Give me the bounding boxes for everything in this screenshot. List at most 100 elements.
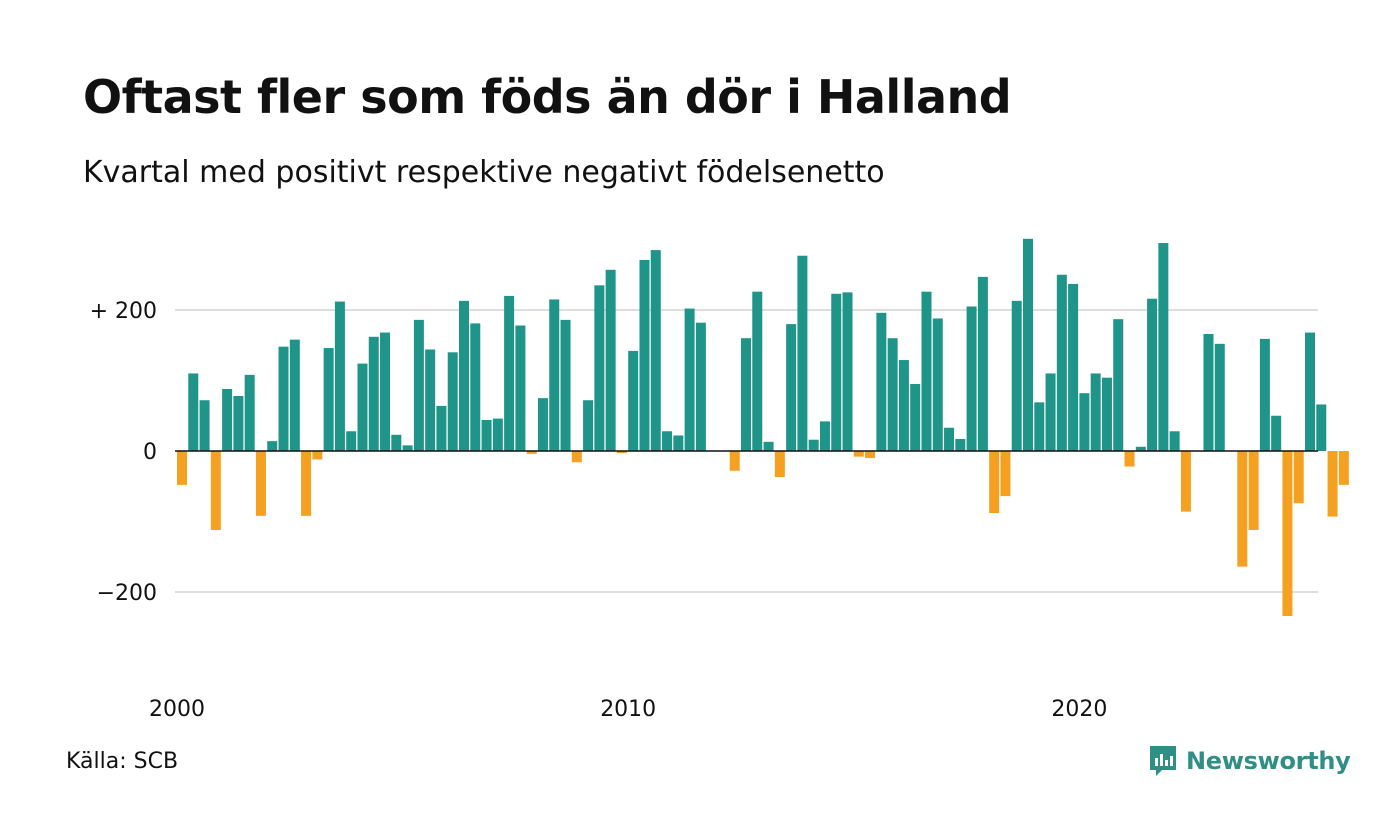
bar-negative bbox=[177, 451, 187, 485]
bar-positive bbox=[1147, 298, 1158, 451]
bar-negative bbox=[571, 451, 582, 463]
bar-positive bbox=[1011, 300, 1022, 451]
bar-positive bbox=[233, 396, 244, 451]
bar-positive bbox=[1158, 243, 1169, 451]
bar-negative bbox=[1000, 451, 1011, 497]
bar-positive bbox=[808, 439, 819, 451]
bar-negative bbox=[989, 451, 1000, 514]
bar-positive bbox=[413, 319, 424, 451]
bar-negative bbox=[1180, 451, 1191, 512]
bar-positive bbox=[504, 295, 515, 451]
bar-negative bbox=[526, 451, 537, 454]
bar-negative bbox=[865, 451, 876, 459]
bar-positive bbox=[481, 419, 492, 451]
bar-positive bbox=[1259, 338, 1270, 451]
bar-negative bbox=[1338, 451, 1349, 485]
bar-positive bbox=[267, 441, 278, 451]
bar-positive bbox=[695, 322, 706, 451]
bar-positive bbox=[786, 324, 797, 451]
y-tick-label: 0 bbox=[143, 440, 157, 465]
bar-positive bbox=[944, 427, 955, 451]
bar-positive bbox=[346, 431, 357, 451]
brand-name: Newsworthy bbox=[1186, 747, 1351, 775]
x-tick-label: 2020 bbox=[1051, 697, 1107, 722]
bar-positive bbox=[391, 434, 402, 451]
bar-positive bbox=[436, 405, 447, 451]
bar-positive bbox=[199, 400, 210, 451]
bar-positive bbox=[1090, 373, 1101, 451]
bar-positive bbox=[447, 352, 458, 451]
bar-positive bbox=[639, 259, 650, 451]
bar-positive bbox=[289, 339, 300, 451]
bar-positive bbox=[537, 398, 548, 452]
source-note: Källa: SCB bbox=[66, 749, 179, 774]
bar-positive bbox=[560, 319, 571, 451]
bar-negative bbox=[1293, 451, 1304, 504]
bar-positive bbox=[1316, 404, 1327, 451]
bar-positive bbox=[323, 348, 334, 451]
bar-negative bbox=[1327, 451, 1338, 517]
bar-positive bbox=[628, 350, 639, 451]
gridlines bbox=[175, 309, 1318, 593]
bar-positive bbox=[876, 312, 887, 451]
bar-positive bbox=[1169, 431, 1180, 451]
bar-negative bbox=[729, 451, 740, 471]
bar-positive bbox=[222, 388, 233, 451]
bar-positive bbox=[1305, 332, 1315, 451]
axes: + 200 0 −200 2000 2010 2020 bbox=[90, 299, 1318, 722]
bar-positive bbox=[662, 431, 673, 451]
bar-positive bbox=[278, 346, 289, 451]
bar-positive bbox=[368, 336, 379, 451]
chart-subtitle: Kvartal med positivt respektive negativt… bbox=[83, 155, 885, 190]
bar-positive bbox=[583, 400, 594, 451]
bar-negative bbox=[1124, 451, 1135, 467]
bar-positive bbox=[188, 373, 199, 451]
bar-positive bbox=[977, 276, 988, 451]
bar-positive bbox=[492, 418, 503, 451]
bar-positive bbox=[1135, 446, 1146, 451]
bar-positive bbox=[741, 338, 751, 451]
bar-positive bbox=[549, 299, 560, 451]
bar-positive bbox=[932, 318, 943, 451]
bar-positive bbox=[1203, 333, 1214, 451]
bar-positive bbox=[1214, 343, 1225, 451]
bar-positive bbox=[402, 445, 413, 451]
bar-positive bbox=[831, 293, 842, 451]
bar-negative bbox=[210, 451, 221, 530]
bar-negative bbox=[1237, 451, 1248, 567]
bar-positive bbox=[797, 255, 808, 451]
bar-positive bbox=[650, 250, 661, 451]
bar-positive bbox=[1056, 274, 1067, 451]
brand-logo: Newsworthy bbox=[1148, 744, 1351, 778]
bar-positive bbox=[1045, 373, 1056, 451]
y-tick-label: −200 bbox=[97, 581, 157, 606]
bar-positive bbox=[752, 291, 763, 451]
bar-positive bbox=[1113, 319, 1124, 451]
bar-positive bbox=[673, 435, 684, 451]
bar-positive bbox=[470, 323, 481, 451]
bar-positive bbox=[955, 439, 966, 451]
bar-negative bbox=[255, 451, 266, 516]
chart-title: Oftast fler som föds än dör i Halland bbox=[83, 70, 1012, 124]
bar-negative bbox=[301, 451, 312, 516]
bar-positive bbox=[1101, 377, 1112, 451]
bar-positive bbox=[921, 291, 932, 451]
bars bbox=[177, 238, 1349, 616]
bar-positive bbox=[966, 306, 977, 452]
bar-positive bbox=[684, 308, 695, 451]
bar-positive bbox=[1079, 393, 1090, 451]
bar-negative bbox=[616, 451, 627, 454]
bar-negative bbox=[1248, 451, 1259, 530]
bar-positive bbox=[244, 374, 255, 451]
bar-positive bbox=[898, 360, 909, 451]
bar-positive bbox=[425, 349, 436, 451]
bar-positive bbox=[459, 300, 469, 451]
bar-positive bbox=[842, 292, 853, 452]
x-tick-label: 2000 bbox=[149, 697, 205, 722]
bar-negative bbox=[1282, 451, 1293, 616]
bar-positive bbox=[515, 325, 526, 451]
y-tick-label: + 200 bbox=[90, 299, 157, 324]
bar-positive bbox=[887, 338, 898, 451]
bar-positive bbox=[334, 301, 345, 451]
